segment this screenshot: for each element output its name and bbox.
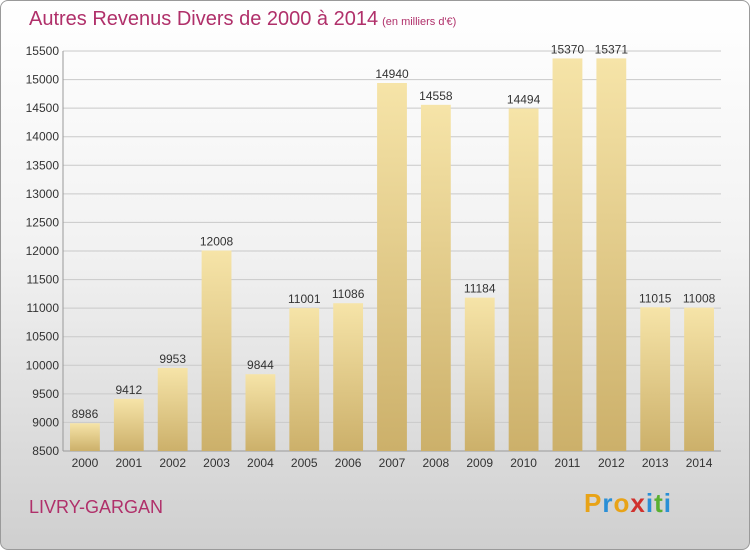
bar bbox=[333, 303, 364, 451]
y-tick-label: 15500 bbox=[26, 44, 60, 58]
y-tick-label: 12500 bbox=[26, 215, 60, 229]
x-tick-label: 2004 bbox=[247, 456, 274, 470]
bar-value-label: 11184 bbox=[464, 282, 496, 296]
y-tick-label: 14000 bbox=[26, 130, 60, 144]
bar-value-label: 14494 bbox=[507, 92, 541, 106]
bar-value-label: 15371 bbox=[595, 42, 629, 56]
y-tick-label: 14500 bbox=[26, 101, 60, 115]
y-tick-label: 12000 bbox=[26, 244, 60, 258]
x-tick-label: 2000 bbox=[72, 456, 99, 470]
logo-letter: P bbox=[584, 488, 603, 518]
y-tick-label: 15000 bbox=[26, 73, 60, 87]
bar bbox=[245, 374, 276, 451]
city-name: LIVRY-GARGAN bbox=[29, 497, 164, 517]
logo-letter: o bbox=[613, 488, 631, 518]
title-unit: (en milliers d'€) bbox=[382, 16, 457, 28]
bar-value-label: 9412 bbox=[115, 383, 142, 397]
bar bbox=[684, 307, 714, 451]
y-tick-label: 13000 bbox=[26, 187, 60, 201]
bar bbox=[377, 83, 407, 451]
x-tick-label: 2014 bbox=[686, 456, 713, 470]
x-tick-label: 2007 bbox=[379, 456, 406, 470]
bar bbox=[70, 423, 100, 451]
bar bbox=[640, 307, 671, 451]
bar bbox=[157, 367, 188, 451]
bar bbox=[552, 58, 583, 452]
bar-value-label: 11001 bbox=[288, 292, 321, 306]
x-tick-label: 2010 bbox=[510, 456, 537, 470]
title-text: Autres Revenus Divers de 2000 à 2014 bbox=[29, 8, 379, 30]
bar bbox=[596, 58, 627, 451]
bar-value-label: 15370 bbox=[551, 42, 585, 56]
bar bbox=[113, 398, 144, 451]
bar-value-label: 11015 bbox=[639, 291, 672, 305]
chart-title: Autres Revenus Divers de 2000 à 2014 (en … bbox=[29, 8, 456, 31]
logo-letter: t bbox=[654, 488, 664, 518]
bar-value-label: 11086 bbox=[332, 287, 365, 301]
x-tick-label: 2013 bbox=[642, 456, 669, 470]
bar bbox=[201, 250, 232, 451]
x-tick-label: 2009 bbox=[466, 456, 493, 470]
bar-value-label: 14940 bbox=[375, 67, 409, 81]
bar bbox=[289, 308, 320, 451]
logo-letter: i bbox=[645, 488, 655, 518]
proxiti-logo: Proxiti bbox=[584, 488, 672, 519]
bar bbox=[464, 297, 495, 451]
logo-letter: i bbox=[663, 488, 672, 518]
x-tick-label: 2008 bbox=[423, 456, 450, 470]
x-tick-label: 2011 bbox=[555, 456, 581, 470]
bar-value-label: 14558 bbox=[419, 89, 453, 103]
y-tick-label: 8500 bbox=[32, 444, 59, 458]
logo-letter: x bbox=[630, 488, 646, 518]
bar bbox=[420, 104, 451, 451]
y-tick-label: 9000 bbox=[32, 415, 59, 429]
bar-value-label: 8986 bbox=[72, 407, 99, 421]
y-tick-label: 9500 bbox=[32, 387, 59, 401]
x-tick-label: 2003 bbox=[203, 456, 230, 470]
logo-letter: r bbox=[602, 488, 614, 518]
y-tick-label: 13500 bbox=[26, 158, 60, 172]
bar-value-label: 9953 bbox=[159, 352, 186, 366]
y-tick-label: 11000 bbox=[27, 301, 60, 315]
y-tick-label: 10500 bbox=[26, 330, 60, 344]
x-tick-label: 2005 bbox=[291, 456, 318, 470]
x-tick-label: 2001 bbox=[115, 456, 142, 470]
bar-value-label: 12008 bbox=[200, 235, 234, 249]
x-tick-label: 2012 bbox=[598, 456, 625, 470]
x-tick-label: 2006 bbox=[335, 456, 362, 470]
bar-value-label: 9844 bbox=[247, 358, 274, 372]
y-tick-label: 10000 bbox=[26, 358, 60, 372]
y-tick-label: 11500 bbox=[27, 273, 60, 287]
bar bbox=[508, 108, 539, 451]
x-tick-label: 2002 bbox=[159, 456, 186, 470]
bar-value-label: 11008 bbox=[683, 292, 716, 306]
